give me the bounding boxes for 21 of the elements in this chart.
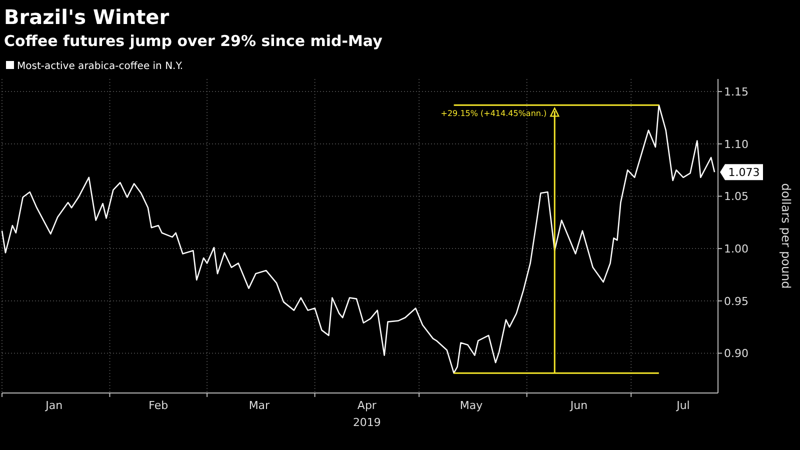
x-tick-label: May [460, 399, 484, 412]
x-tick-label: Jan [44, 399, 63, 412]
x-axis-title: 2019 [352, 416, 381, 429]
y-tick-label: 1.15 [724, 86, 748, 99]
chart-title: Brazil's Winter [4, 5, 170, 29]
legend-label: Most-active arabica-coffee in N.Y. [17, 61, 183, 72]
x-tick-label: Jul [676, 399, 690, 412]
line-series [1, 104, 716, 374]
y-tick-label: 1.05 [724, 190, 748, 204]
data-label: 1.073 [728, 166, 760, 180]
x-tick-label: Mar [248, 399, 270, 412]
x-tick-label: Jun [569, 399, 588, 412]
x-tick-label: Apr [357, 399, 377, 412]
y-tick-label: 0.90 [724, 347, 748, 360]
chart-subtitle: Coffee futures jump over 29% since mid-May [4, 32, 383, 50]
y-axis-title: dollars per pound [779, 183, 793, 289]
x-tick-label: Feb [148, 399, 168, 412]
y-tick-label: 1.00 [724, 242, 748, 256]
y-tick-label: 1.10 [724, 138, 748, 151]
annotation: +29.15% (+414.45%ann.) [440, 109, 547, 118]
y-tick-label: 0.95 [724, 294, 748, 308]
